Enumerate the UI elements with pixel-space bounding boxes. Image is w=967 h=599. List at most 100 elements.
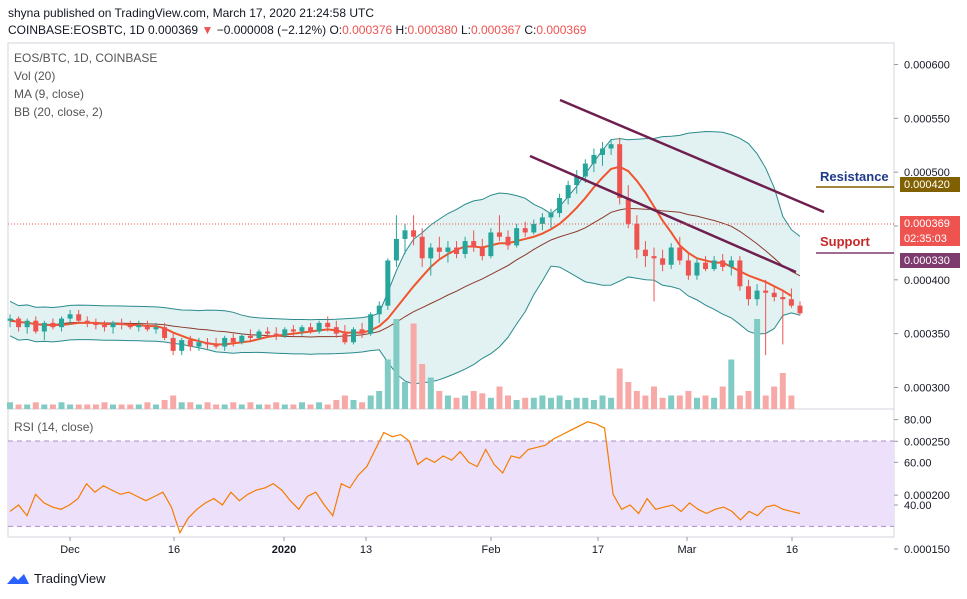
candle-body: [608, 144, 614, 149]
footer: TradingView: [6, 571, 106, 586]
price-axis[interactable]: 0.0006000.0005500.0005000.0004500.000400…: [894, 60, 950, 556]
last-price: 0.000369: [148, 23, 199, 37]
candle: [419, 228, 425, 267]
volume-bar: [419, 364, 426, 409]
candle-body: [514, 228, 520, 246]
legend-vol[interactable]: Vol (20): [14, 69, 55, 83]
candle: [496, 215, 502, 242]
volume-bar: [127, 404, 134, 409]
candle-body: [41, 322, 47, 332]
candle: [488, 228, 494, 259]
candle: [771, 286, 777, 302]
candle-body: [763, 290, 769, 293]
candle-body: [565, 185, 571, 199]
volume-bar: [153, 404, 159, 409]
volume-bar: [32, 402, 39, 410]
legend-title[interactable]: EOS/BTC, 1D, COINBASE: [14, 51, 157, 65]
candle-body: [162, 327, 168, 338]
candle-body: [101, 325, 107, 328]
candle-body: [273, 333, 279, 336]
candle: [428, 243, 434, 276]
bb-lower-line: [9, 265, 801, 385]
volume-bar: [779, 373, 786, 409]
candle: [531, 219, 537, 235]
last-price-badge: [900, 216, 960, 246]
resistance-price-badge-text: 0.000420: [904, 179, 950, 191]
candle: [213, 337, 219, 349]
candle: [316, 320, 322, 334]
volume-bar: [170, 395, 177, 409]
candle: [16, 316, 22, 332]
candle-body: [333, 327, 339, 334]
volume-bar: [505, 395, 511, 409]
volume-bar: [15, 404, 22, 409]
candle-body: [16, 318, 22, 328]
volume-bar: [110, 404, 116, 409]
volume-bar: [376, 391, 383, 409]
candle-body: [170, 337, 176, 351]
candle-body: [651, 256, 657, 259]
symbol-label[interactable]: COINBASE:EOSBTC, 1D: [8, 23, 145, 37]
candle: [342, 325, 348, 345]
candle-body: [445, 247, 451, 252]
volume-bar: [728, 359, 735, 409]
candle-body: [76, 314, 82, 321]
candle: [187, 335, 193, 351]
candle-body: [316, 322, 322, 332]
candle: [170, 333, 176, 356]
volume-bar: [522, 397, 529, 410]
resistance-label[interactable]: Resistance: [820, 169, 889, 184]
candle-body: [582, 163, 588, 177]
candle-body: [754, 290, 760, 300]
candle-body: [642, 249, 648, 257]
candle-body: [376, 305, 382, 315]
candle-body: [522, 228, 528, 233]
price-tick-label: 0.000500: [904, 167, 950, 179]
candle: [101, 320, 107, 332]
candle: [93, 318, 99, 330]
candle: [196, 337, 202, 351]
volume-bars: [7, 319, 795, 410]
volume-bar: [299, 402, 305, 410]
volume-bar: [470, 391, 477, 409]
candle-body: [428, 247, 434, 259]
candle-body: [471, 241, 477, 248]
candle: [514, 223, 520, 248]
candle-body: [505, 236, 511, 246]
down-arrow-icon: ▼: [201, 23, 214, 37]
candle: [308, 322, 314, 334]
candle: [694, 258, 700, 280]
channel-upper-line[interactable]: [559, 98, 825, 214]
candle: [625, 185, 631, 229]
volume-bar: [256, 404, 262, 409]
price-tick-label: 0.000550: [904, 113, 950, 125]
support-label[interactable]: Support: [820, 234, 870, 249]
volume-bar: [754, 319, 761, 409]
candle-body: [265, 331, 271, 334]
candle: [265, 327, 271, 338]
legend-rsi[interactable]: RSI (14, close): [14, 420, 93, 434]
time-tick-label: 13: [360, 544, 372, 556]
price-tick-label: 0.000600: [904, 60, 950, 72]
rsi-axis[interactable]: 80.00 60.00 40.00: [894, 415, 932, 512]
candle: [67, 309, 73, 326]
channel-lower-line[interactable]: [529, 154, 797, 274]
candle: [247, 329, 253, 343]
legend-ma[interactable]: MA (9, close): [14, 87, 84, 101]
candle-body: [205, 342, 210, 345]
candle: [574, 170, 580, 194]
volume-bar: [788, 395, 795, 409]
volume-bar: [161, 400, 168, 409]
volume-bar: [350, 400, 357, 409]
candle: [780, 290, 786, 345]
volume-bar: [264, 404, 271, 409]
volume-bar: [402, 382, 408, 409]
volume-bar: [719, 386, 726, 409]
volume-bar: [290, 404, 297, 409]
candle: [462, 236, 468, 259]
legend-bb[interactable]: BB (20, close, 2): [14, 105, 103, 119]
candle: [282, 327, 288, 338]
time-axis[interactable]: Dec 16 2020 13 Feb 17 Mar 16: [60, 537, 798, 556]
volume-bar: [608, 397, 615, 410]
